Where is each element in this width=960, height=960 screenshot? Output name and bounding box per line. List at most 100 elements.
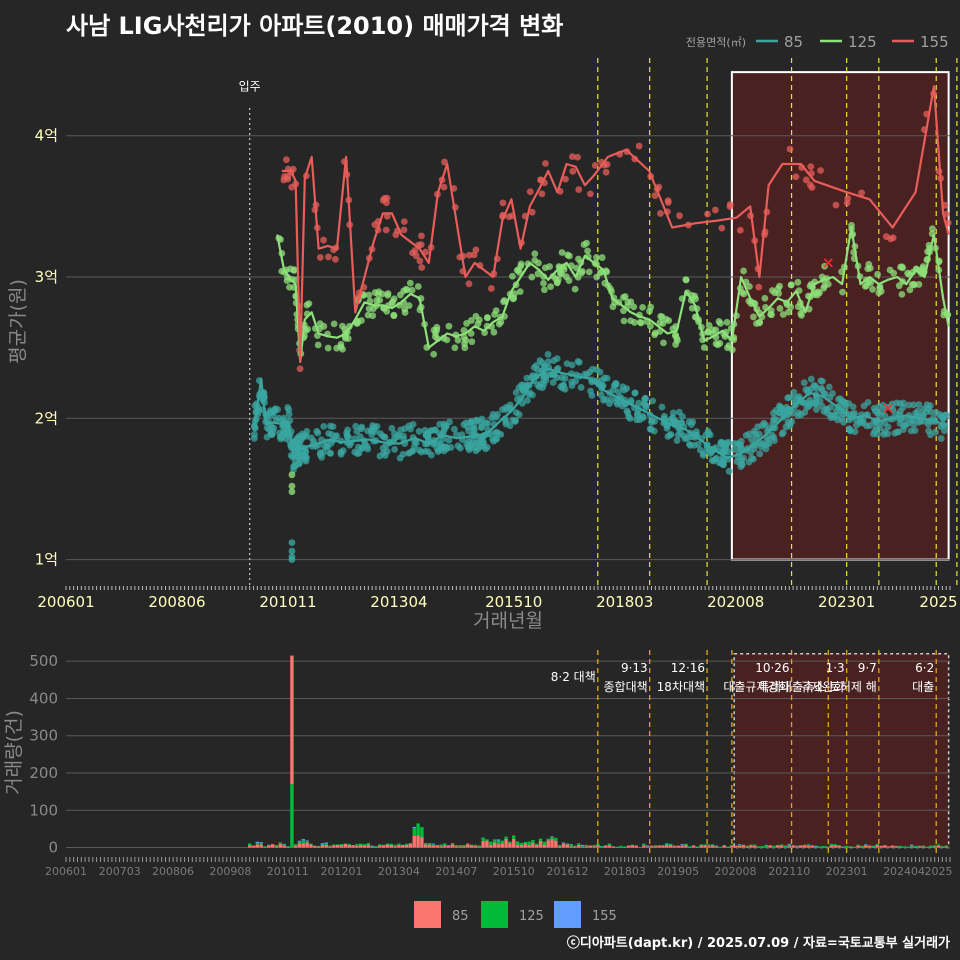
scatter-point-155: [505, 213, 513, 221]
volume-bar: [737, 845, 742, 846]
scatter-point-85: [318, 453, 325, 461]
scatter-point-155: [526, 188, 534, 196]
volume-bar: [247, 845, 252, 848]
volume-x-tick-label: 201304: [378, 865, 420, 878]
volume-bar: [645, 846, 650, 848]
policy-annotation: 대출규제강화: [723, 680, 789, 694]
volume-bar: [829, 843, 834, 846]
scatter-point-85: [795, 393, 803, 401]
volume-bar: [569, 844, 573, 845]
scatter-point-155: [418, 264, 426, 271]
volume-bar: [726, 846, 730, 848]
volume-bar: [339, 845, 344, 848]
volume-bar: [420, 827, 424, 838]
policy-annotation: 1·3: [826, 661, 845, 675]
volume-bar: [944, 845, 948, 847]
scatter-point-85: [819, 377, 826, 385]
scatter-point-85: [518, 381, 525, 389]
volume-bar: [684, 843, 688, 846]
scatter-point-85: [303, 432, 310, 440]
volume-bar-spike: [290, 655, 294, 785]
volume-bar: [596, 843, 600, 846]
volume-bar: [554, 837, 558, 841]
highlight-marker: [823, 258, 833, 268]
scatter-point-85: [597, 391, 605, 399]
volume-bar: [665, 844, 669, 846]
volume-bar: [492, 842, 497, 848]
policy-annotation: 12·16: [671, 661, 705, 675]
volume-bar: [519, 844, 524, 848]
scatter-point-125: [558, 270, 565, 278]
scatter-point-125: [869, 285, 876, 293]
scatter-point-155: [786, 145, 794, 153]
volume-bar: [703, 845, 707, 848]
scatter-point-125: [445, 322, 453, 330]
volume-bar: [768, 845, 772, 846]
volume-bar: [818, 846, 822, 848]
scatter-point-125: [531, 250, 539, 258]
volume-bar: [515, 844, 520, 848]
scatter-point-85: [647, 425, 655, 433]
volume-x-tick-label: 202110: [768, 865, 810, 878]
scatter-point-125: [401, 309, 409, 316]
volume-bar: [259, 843, 263, 845]
scatter-point-155: [465, 251, 473, 259]
scatter-point-85: [893, 428, 901, 436]
scatter-point-85: [871, 407, 879, 415]
volume-bar: [860, 845, 864, 847]
scatter-point-outlier: [288, 539, 296, 547]
volume-bar: [864, 845, 868, 848]
volume-x-tick-label: 202008: [715, 865, 757, 878]
scatter-point-125: [365, 291, 373, 299]
scatter-point-85: [860, 402, 868, 410]
volume-x-tick-label: 200601: [45, 865, 87, 878]
scatter-point-155: [562, 175, 569, 183]
volume-bar: [385, 844, 390, 848]
volume-bar: [661, 844, 665, 846]
volume-bar: [814, 845, 818, 847]
volume-bar: [293, 845, 298, 848]
scatter-point-125: [631, 319, 638, 326]
legend-label-125: 125: [848, 33, 877, 51]
scatter-point-85: [406, 449, 414, 457]
scatter-point-155: [792, 173, 800, 181]
volume-bar: [565, 844, 570, 848]
scatter-point-85: [542, 373, 550, 381]
x-tick-label: 201803: [596, 593, 653, 611]
scatter-point-85: [907, 427, 915, 435]
volume-bar: [615, 846, 619, 848]
scatter-point-85: [658, 403, 666, 411]
scatter-point-85: [400, 432, 407, 440]
scatter-point-85: [758, 422, 766, 429]
scatter-point-155: [331, 255, 339, 263]
volume-bar: [282, 844, 286, 846]
volume-bar: [297, 841, 302, 844]
volume-bar: [408, 843, 413, 848]
scatter-point-125: [725, 342, 733, 349]
volume-bar: [837, 845, 841, 848]
scatter-point-85: [380, 433, 388, 441]
volume-bar: [653, 845, 658, 847]
move-in-label: 입주: [239, 79, 261, 93]
volume-bar: [320, 844, 325, 846]
volume-x-tick-label: 202301: [826, 865, 868, 878]
volume-bar: [929, 846, 933, 848]
volume-bar: [634, 845, 638, 848]
volume-bar: [316, 846, 321, 848]
scatter-point-125: [451, 344, 459, 352]
volume-bar: [795, 845, 799, 847]
volume-x-tick-label: 200806: [152, 865, 194, 878]
scatter-point-155: [569, 167, 577, 175]
scatter-point-85: [453, 431, 460, 439]
scatter-point-125: [785, 308, 792, 316]
scatter-point-125: [339, 345, 346, 353]
volume-bar: [588, 845, 592, 848]
scatter-point-85: [530, 364, 538, 371]
volume-legend-swatch-155: [554, 901, 581, 928]
volume-y-axis-label: 거래량(건): [3, 710, 25, 795]
volume-bar: [481, 837, 485, 841]
volume-bar: [335, 844, 340, 845]
scatter-point-85: [840, 418, 847, 426]
volume-y-tick-label: 300: [29, 727, 58, 745]
scatter-point-outlier: [288, 547, 296, 555]
